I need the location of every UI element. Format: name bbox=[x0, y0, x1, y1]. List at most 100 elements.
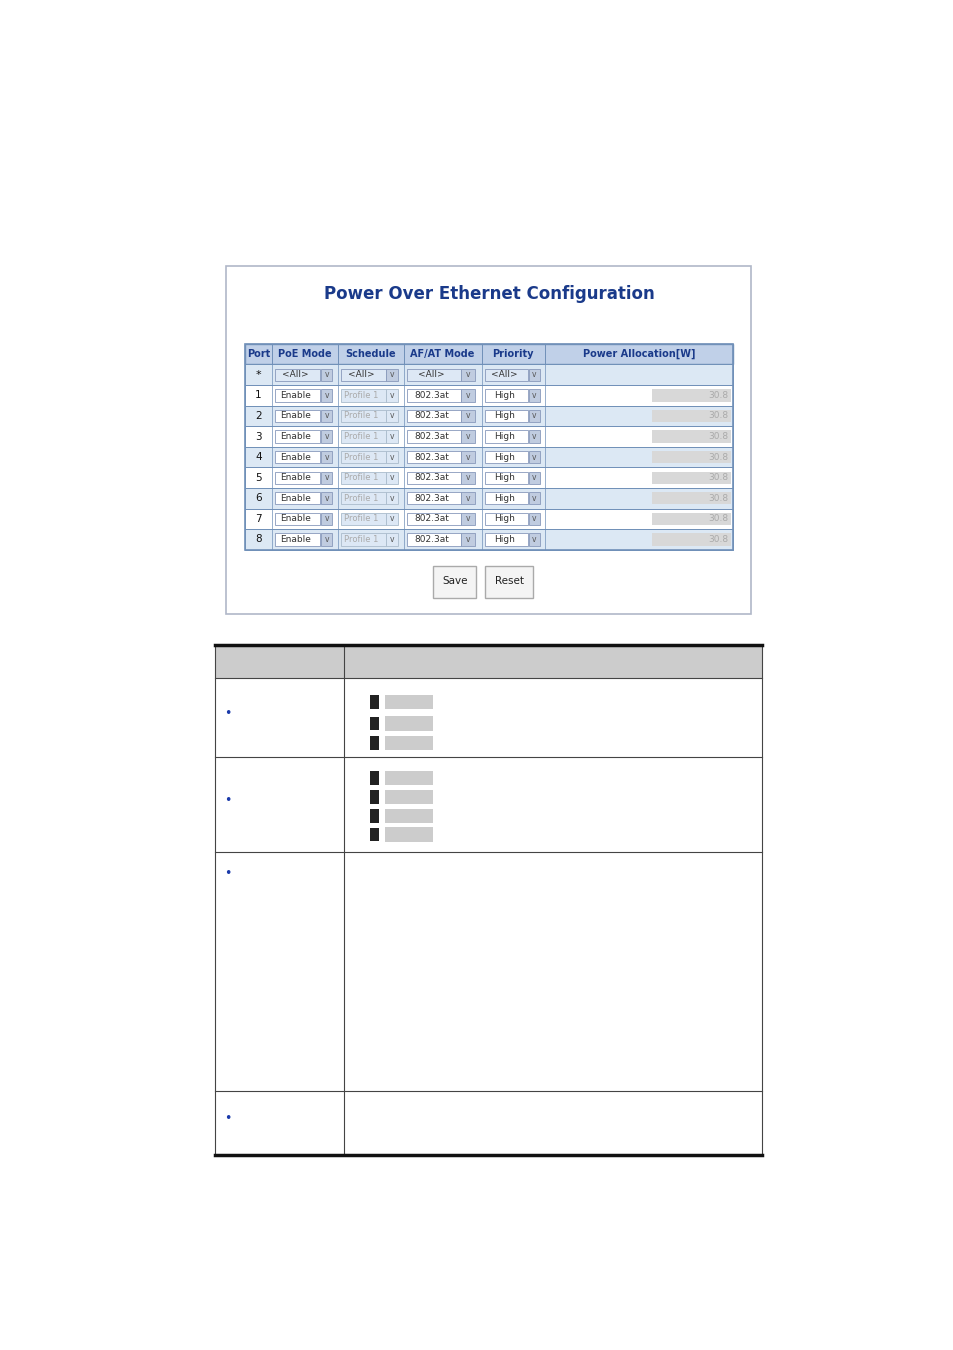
Text: High: High bbox=[494, 535, 514, 544]
Bar bbox=[386, 431, 398, 443]
Text: v: v bbox=[466, 392, 470, 400]
Text: Profile 1: Profile 1 bbox=[344, 535, 378, 544]
Bar bbox=[384, 717, 433, 730]
Text: <All>: <All> bbox=[491, 370, 517, 379]
Text: 4: 4 bbox=[254, 452, 261, 462]
Bar bbox=[528, 513, 539, 525]
Text: 802.3at: 802.3at bbox=[414, 494, 448, 502]
Bar bbox=[484, 451, 527, 463]
Text: 30.8: 30.8 bbox=[708, 514, 728, 524]
Text: v: v bbox=[466, 494, 470, 502]
Bar bbox=[245, 447, 732, 467]
Bar bbox=[340, 533, 385, 545]
Text: v: v bbox=[466, 370, 470, 379]
Bar bbox=[461, 533, 475, 545]
Text: Enable: Enable bbox=[279, 535, 311, 544]
Bar bbox=[320, 513, 332, 525]
Bar bbox=[461, 389, 475, 401]
Text: •: • bbox=[224, 1112, 232, 1126]
Bar bbox=[651, 493, 730, 505]
Bar bbox=[528, 533, 539, 545]
Bar bbox=[407, 533, 460, 545]
Bar bbox=[245, 344, 732, 364]
Bar bbox=[384, 828, 433, 842]
Bar bbox=[340, 451, 385, 463]
Bar bbox=[340, 410, 385, 423]
Bar bbox=[384, 736, 433, 751]
Bar bbox=[384, 790, 433, 805]
Text: 30.8: 30.8 bbox=[708, 452, 728, 462]
Text: High: High bbox=[494, 432, 514, 441]
Text: v: v bbox=[390, 514, 395, 524]
Bar bbox=[245, 385, 732, 405]
Text: Enable: Enable bbox=[279, 494, 311, 502]
Text: 802.3at: 802.3at bbox=[414, 514, 448, 524]
Text: v: v bbox=[324, 412, 329, 420]
Text: 30.8: 30.8 bbox=[708, 535, 728, 544]
Text: v: v bbox=[324, 474, 329, 482]
Text: v: v bbox=[390, 452, 395, 462]
Text: Profile 1: Profile 1 bbox=[344, 432, 378, 441]
Bar bbox=[461, 431, 475, 443]
Text: •: • bbox=[224, 794, 232, 807]
Bar bbox=[484, 389, 527, 401]
Bar bbox=[461, 471, 475, 483]
Bar bbox=[320, 471, 332, 483]
Text: v: v bbox=[532, 412, 536, 420]
Bar bbox=[320, 533, 332, 545]
Text: 3: 3 bbox=[254, 432, 261, 441]
Text: 802.3at: 802.3at bbox=[414, 452, 448, 462]
Text: 30.8: 30.8 bbox=[708, 494, 728, 502]
Bar bbox=[528, 410, 539, 423]
Text: Enable: Enable bbox=[279, 514, 311, 524]
Bar bbox=[528, 451, 539, 463]
Bar bbox=[274, 369, 319, 381]
Text: v: v bbox=[390, 474, 395, 482]
Bar bbox=[528, 431, 539, 443]
Text: v: v bbox=[532, 535, 536, 544]
Bar bbox=[245, 487, 732, 509]
Text: v: v bbox=[390, 432, 395, 441]
Bar bbox=[485, 567, 533, 598]
Bar bbox=[484, 410, 527, 423]
Bar bbox=[651, 431, 730, 443]
Bar bbox=[384, 771, 433, 786]
Text: 5: 5 bbox=[254, 472, 261, 483]
Bar bbox=[245, 405, 732, 427]
Text: v: v bbox=[324, 432, 329, 441]
Text: 802.3at: 802.3at bbox=[414, 432, 448, 441]
Bar bbox=[386, 410, 398, 423]
Text: AF/AT Mode: AF/AT Mode bbox=[410, 350, 475, 359]
Bar bbox=[528, 389, 539, 401]
Bar bbox=[370, 717, 378, 730]
Bar bbox=[245, 529, 732, 549]
Text: 30.8: 30.8 bbox=[708, 392, 728, 400]
Text: 802.3at: 802.3at bbox=[414, 474, 448, 482]
Text: v: v bbox=[324, 494, 329, 502]
Bar bbox=[274, 471, 319, 483]
Text: v: v bbox=[390, 392, 395, 400]
Text: 30.8: 30.8 bbox=[708, 412, 728, 420]
Text: v: v bbox=[466, 412, 470, 420]
Bar bbox=[245, 364, 732, 385]
Bar bbox=[407, 471, 460, 483]
Text: v: v bbox=[466, 535, 470, 544]
Bar bbox=[274, 451, 319, 463]
Text: *: * bbox=[255, 370, 261, 379]
Text: <All>: <All> bbox=[348, 370, 374, 379]
Text: v: v bbox=[324, 514, 329, 524]
Bar bbox=[370, 695, 378, 709]
Text: v: v bbox=[532, 392, 536, 400]
Text: 6: 6 bbox=[254, 493, 261, 504]
Bar bbox=[484, 533, 527, 545]
Text: v: v bbox=[532, 474, 536, 482]
Bar bbox=[407, 513, 460, 525]
Bar bbox=[386, 471, 398, 483]
Bar bbox=[320, 410, 332, 423]
Text: High: High bbox=[494, 494, 514, 502]
Text: 802.3at: 802.3at bbox=[414, 535, 448, 544]
Text: 30.8: 30.8 bbox=[708, 474, 728, 482]
Text: v: v bbox=[466, 432, 470, 441]
Bar bbox=[528, 493, 539, 505]
Text: High: High bbox=[494, 514, 514, 524]
